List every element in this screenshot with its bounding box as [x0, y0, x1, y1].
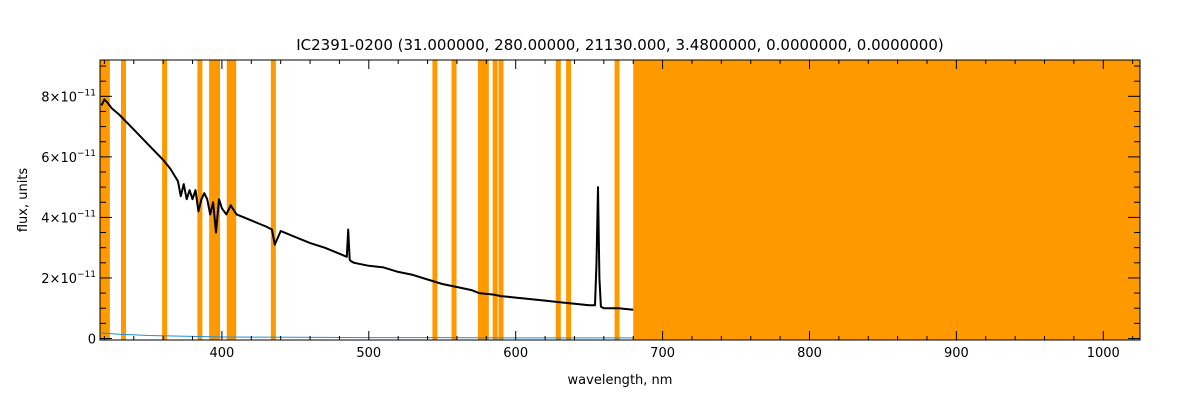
y-tick-label: 0: [88, 332, 96, 347]
x-tick-label: 400: [210, 346, 235, 361]
mask-line: [480, 60, 486, 340]
y-tick-label: 8×10−11: [41, 88, 96, 105]
mask-line: [231, 60, 237, 340]
mask-line: [492, 60, 498, 340]
x-tick-label: 700: [650, 346, 675, 361]
x-tick-label: 800: [797, 346, 822, 361]
x-axis-label: wavelength, nm: [568, 373, 673, 388]
mask-line: [477, 60, 483, 340]
y-tick-label: 2×10−11: [41, 270, 96, 287]
error-series-line: [101, 332, 634, 339]
mask-line: [212, 60, 218, 340]
y-axis-label: flux, units: [16, 168, 31, 233]
mask-line: [104, 60, 110, 340]
mask-region: [633, 60, 1140, 340]
mask-line: [197, 60, 203, 340]
mask-layer: [100, 60, 1140, 340]
mask-line: [215, 60, 221, 340]
mask-line: [162, 60, 168, 340]
chart-title: IC2391-0200 (31.000000, 280.00000, 21130…: [296, 36, 944, 54]
mask-line: [451, 60, 457, 340]
plot-frame: [99, 59, 1141, 341]
spectrum-series-line: [100, 98, 634, 311]
x-tick-label: 1000: [1087, 346, 1120, 361]
mask-line: [226, 60, 232, 340]
mask-line: [121, 60, 127, 340]
mask-line: [498, 60, 504, 340]
mask-line: [209, 60, 215, 340]
mask-line: [101, 60, 107, 340]
mask-line: [432, 60, 438, 340]
mask-line: [614, 60, 620, 340]
x-tick-label: 600: [503, 346, 528, 361]
series-layer: [100, 98, 634, 339]
mask-line: [270, 60, 276, 340]
x-tick-label: 900: [944, 346, 969, 361]
y-tick-label: 4×10−11: [41, 209, 96, 226]
x-tick-label: 500: [356, 346, 381, 361]
mask-line: [566, 60, 572, 340]
axes-layer: 400 500 600 700 800 900 1000 0 2×10−11 4×10−11 6×1…: [41, 59, 1141, 361]
y-tick-label: 6×10−11: [41, 149, 96, 166]
mask-line: [555, 60, 561, 340]
mask-line: [483, 60, 489, 340]
